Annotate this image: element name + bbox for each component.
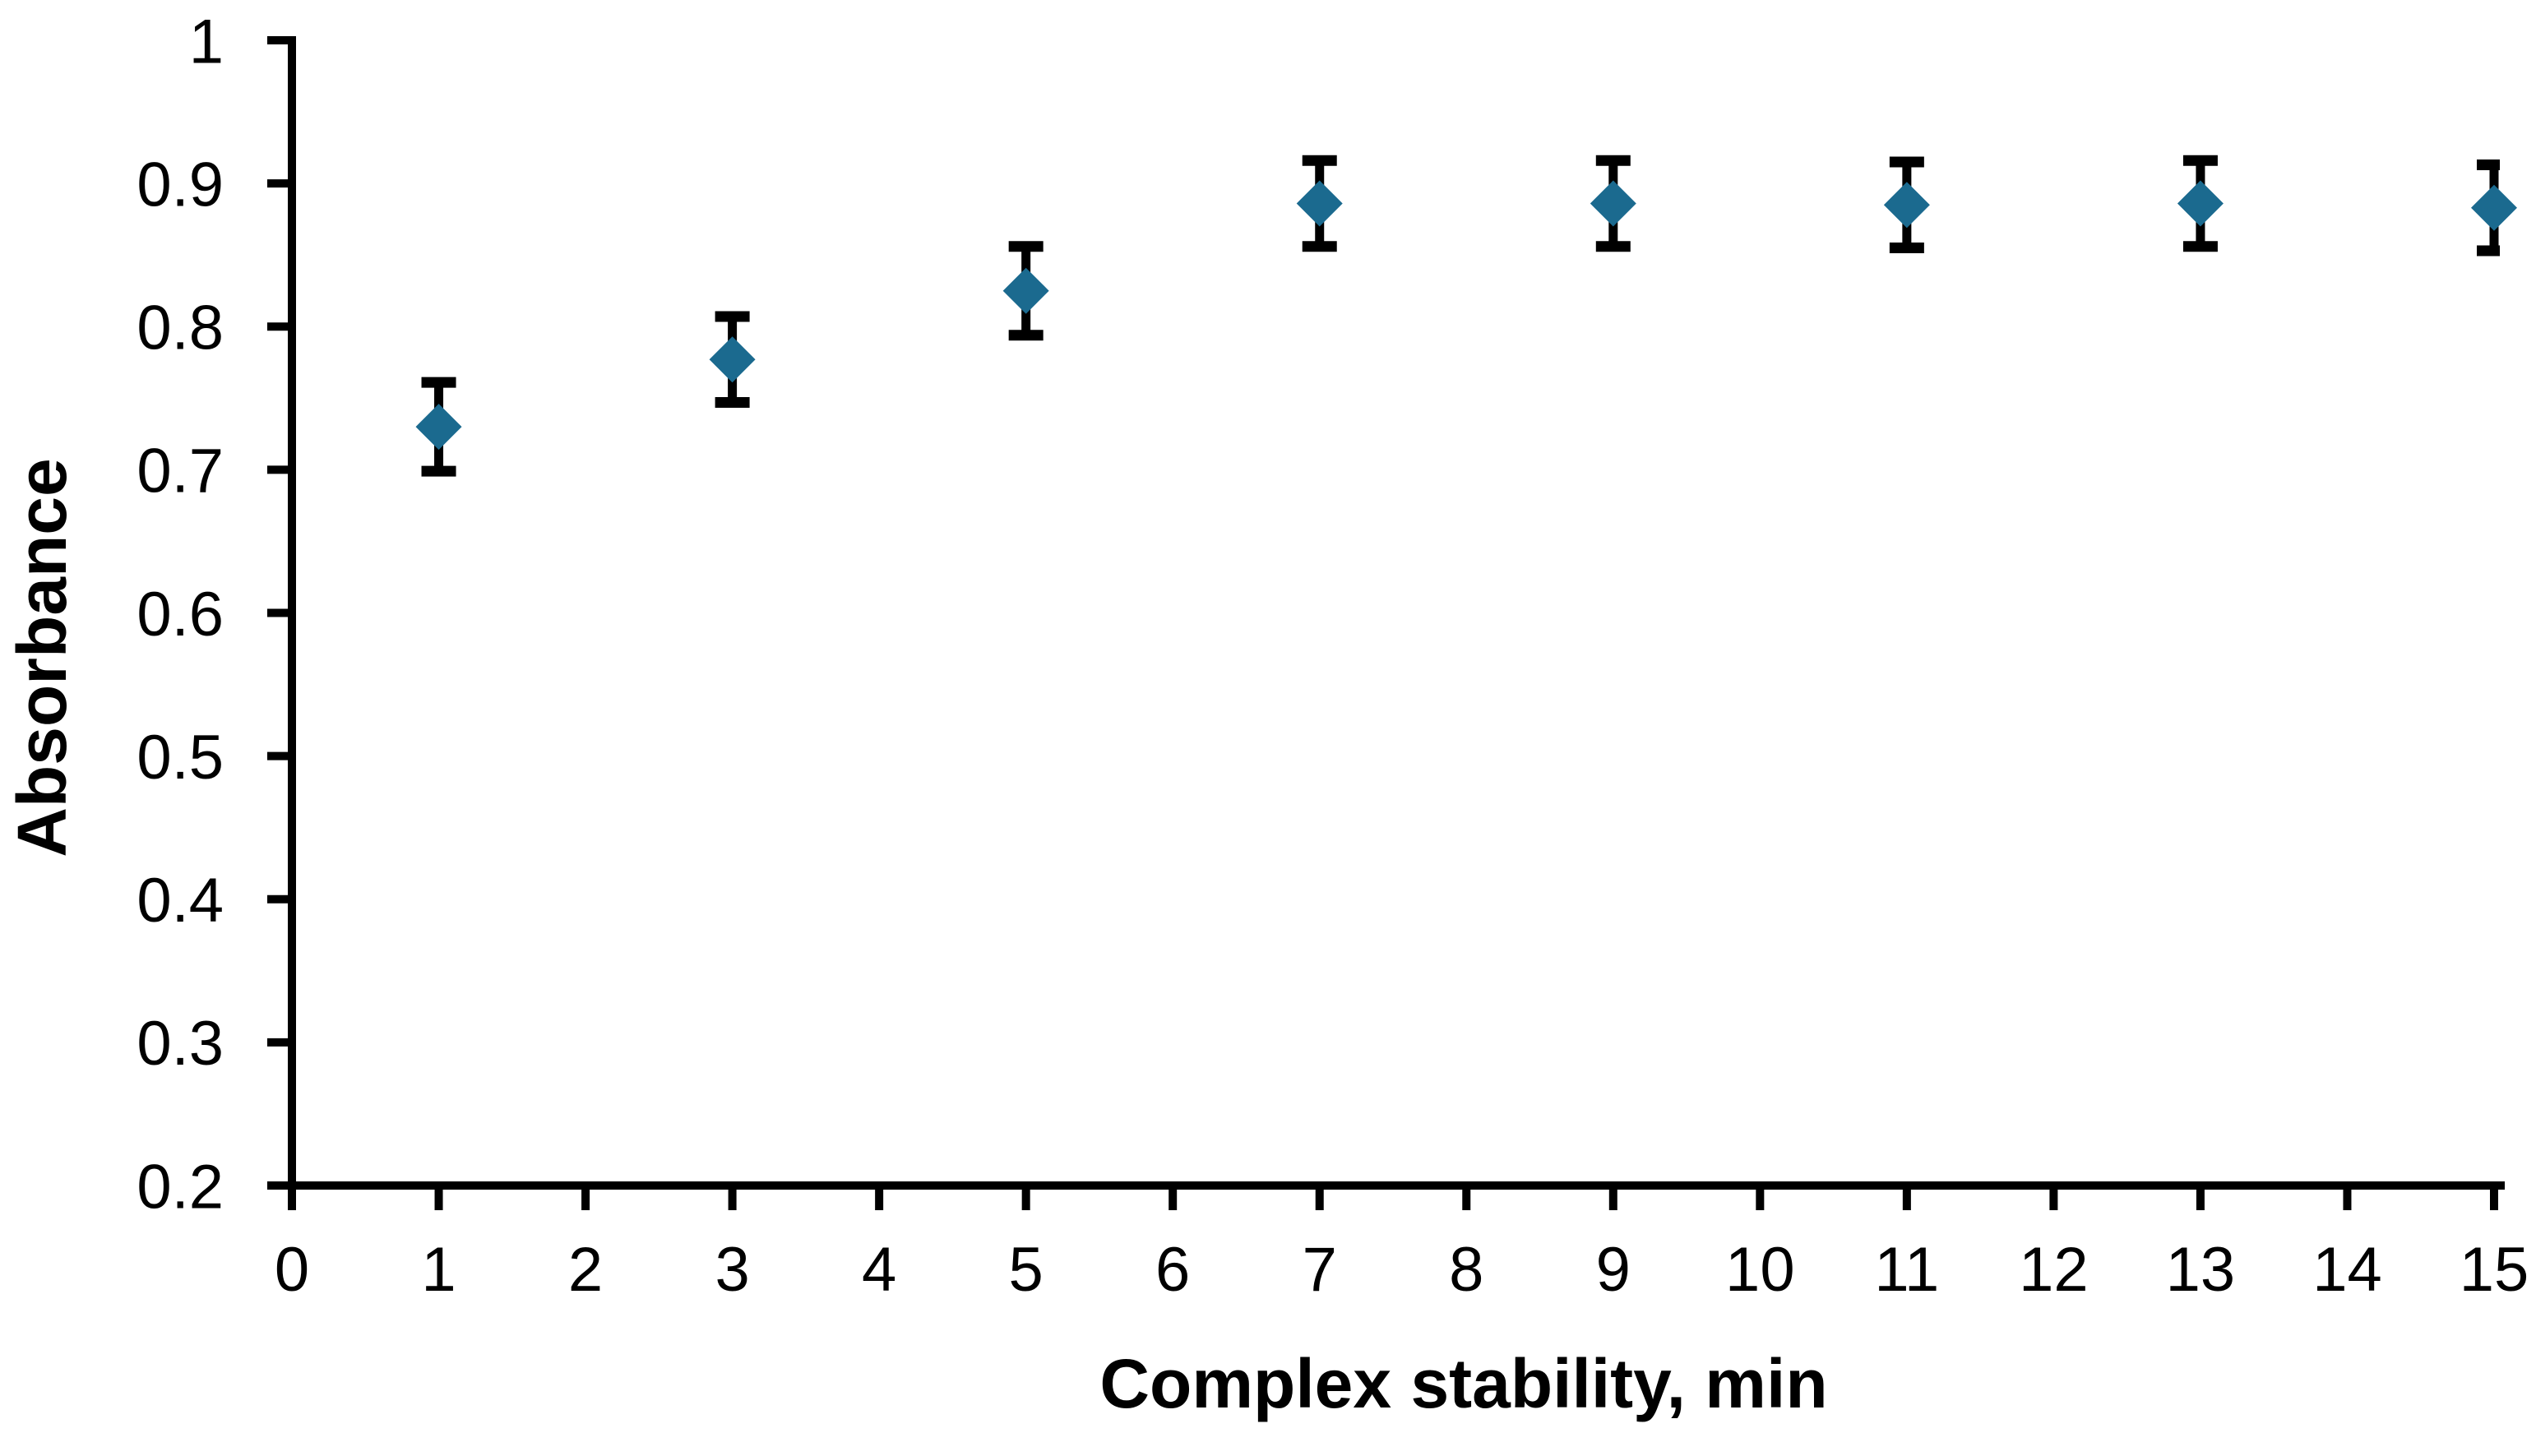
x-tick-label: 10 <box>1725 1235 1795 1305</box>
y-tick-label: 1 <box>189 7 224 76</box>
data-point-diamond <box>1296 180 1343 227</box>
x-tick-label: 0 <box>275 1235 309 1305</box>
x-tick-label: 2 <box>568 1235 603 1305</box>
x-tick-label: 7 <box>1303 1235 1337 1305</box>
y-tick-label: 0.9 <box>137 150 224 220</box>
y-tick-label: 0.7 <box>137 437 224 506</box>
markers-layer <box>415 180 2517 451</box>
x-tick-label: 11 <box>1874 1235 1939 1305</box>
x-tick-label: 9 <box>1596 1235 1631 1305</box>
x-tick-label: 6 <box>1155 1235 1190 1305</box>
axes-layer: 0.20.30.40.50.60.70.80.910 1 2 3 4 5 6 7 8 9 10 11 1… <box>137 7 2529 1305</box>
x-tick-label: 14 <box>2312 1235 2382 1305</box>
y-tick-label: 0.4 <box>137 866 224 936</box>
data-point-diamond <box>1883 182 1930 229</box>
data-point-diamond <box>1590 180 1636 227</box>
x-tick-label: 15 <box>2460 1235 2529 1305</box>
x-tick-label: 4 <box>862 1235 896 1305</box>
x-tick-label: 12 <box>2019 1235 2089 1305</box>
data-point-diamond <box>2177 180 2224 227</box>
y-axis-title: Absorbance <box>3 458 81 857</box>
x-tick-label: 1 <box>421 1235 456 1305</box>
y-tick-label: 0.5 <box>137 723 224 793</box>
data-point-diamond <box>709 336 756 383</box>
y-tick-label: 0.2 <box>137 1152 224 1222</box>
x-axis-title: Complex stability, min <box>1099 1345 1827 1422</box>
data-point-diamond <box>415 404 462 451</box>
data-point-diamond <box>2471 184 2517 231</box>
x-tick-label: 8 <box>1449 1235 1483 1305</box>
x-tick-label: 13 <box>2166 1235 2236 1305</box>
data-point-diamond <box>1002 267 1049 314</box>
y-tick-label: 0.3 <box>137 1009 224 1079</box>
x-tick-label: 3 <box>715 1235 749 1305</box>
x-tick-label: 5 <box>1009 1235 1044 1305</box>
y-tick-label: 0.8 <box>137 294 224 363</box>
y-tick-label: 0.6 <box>137 580 224 649</box>
